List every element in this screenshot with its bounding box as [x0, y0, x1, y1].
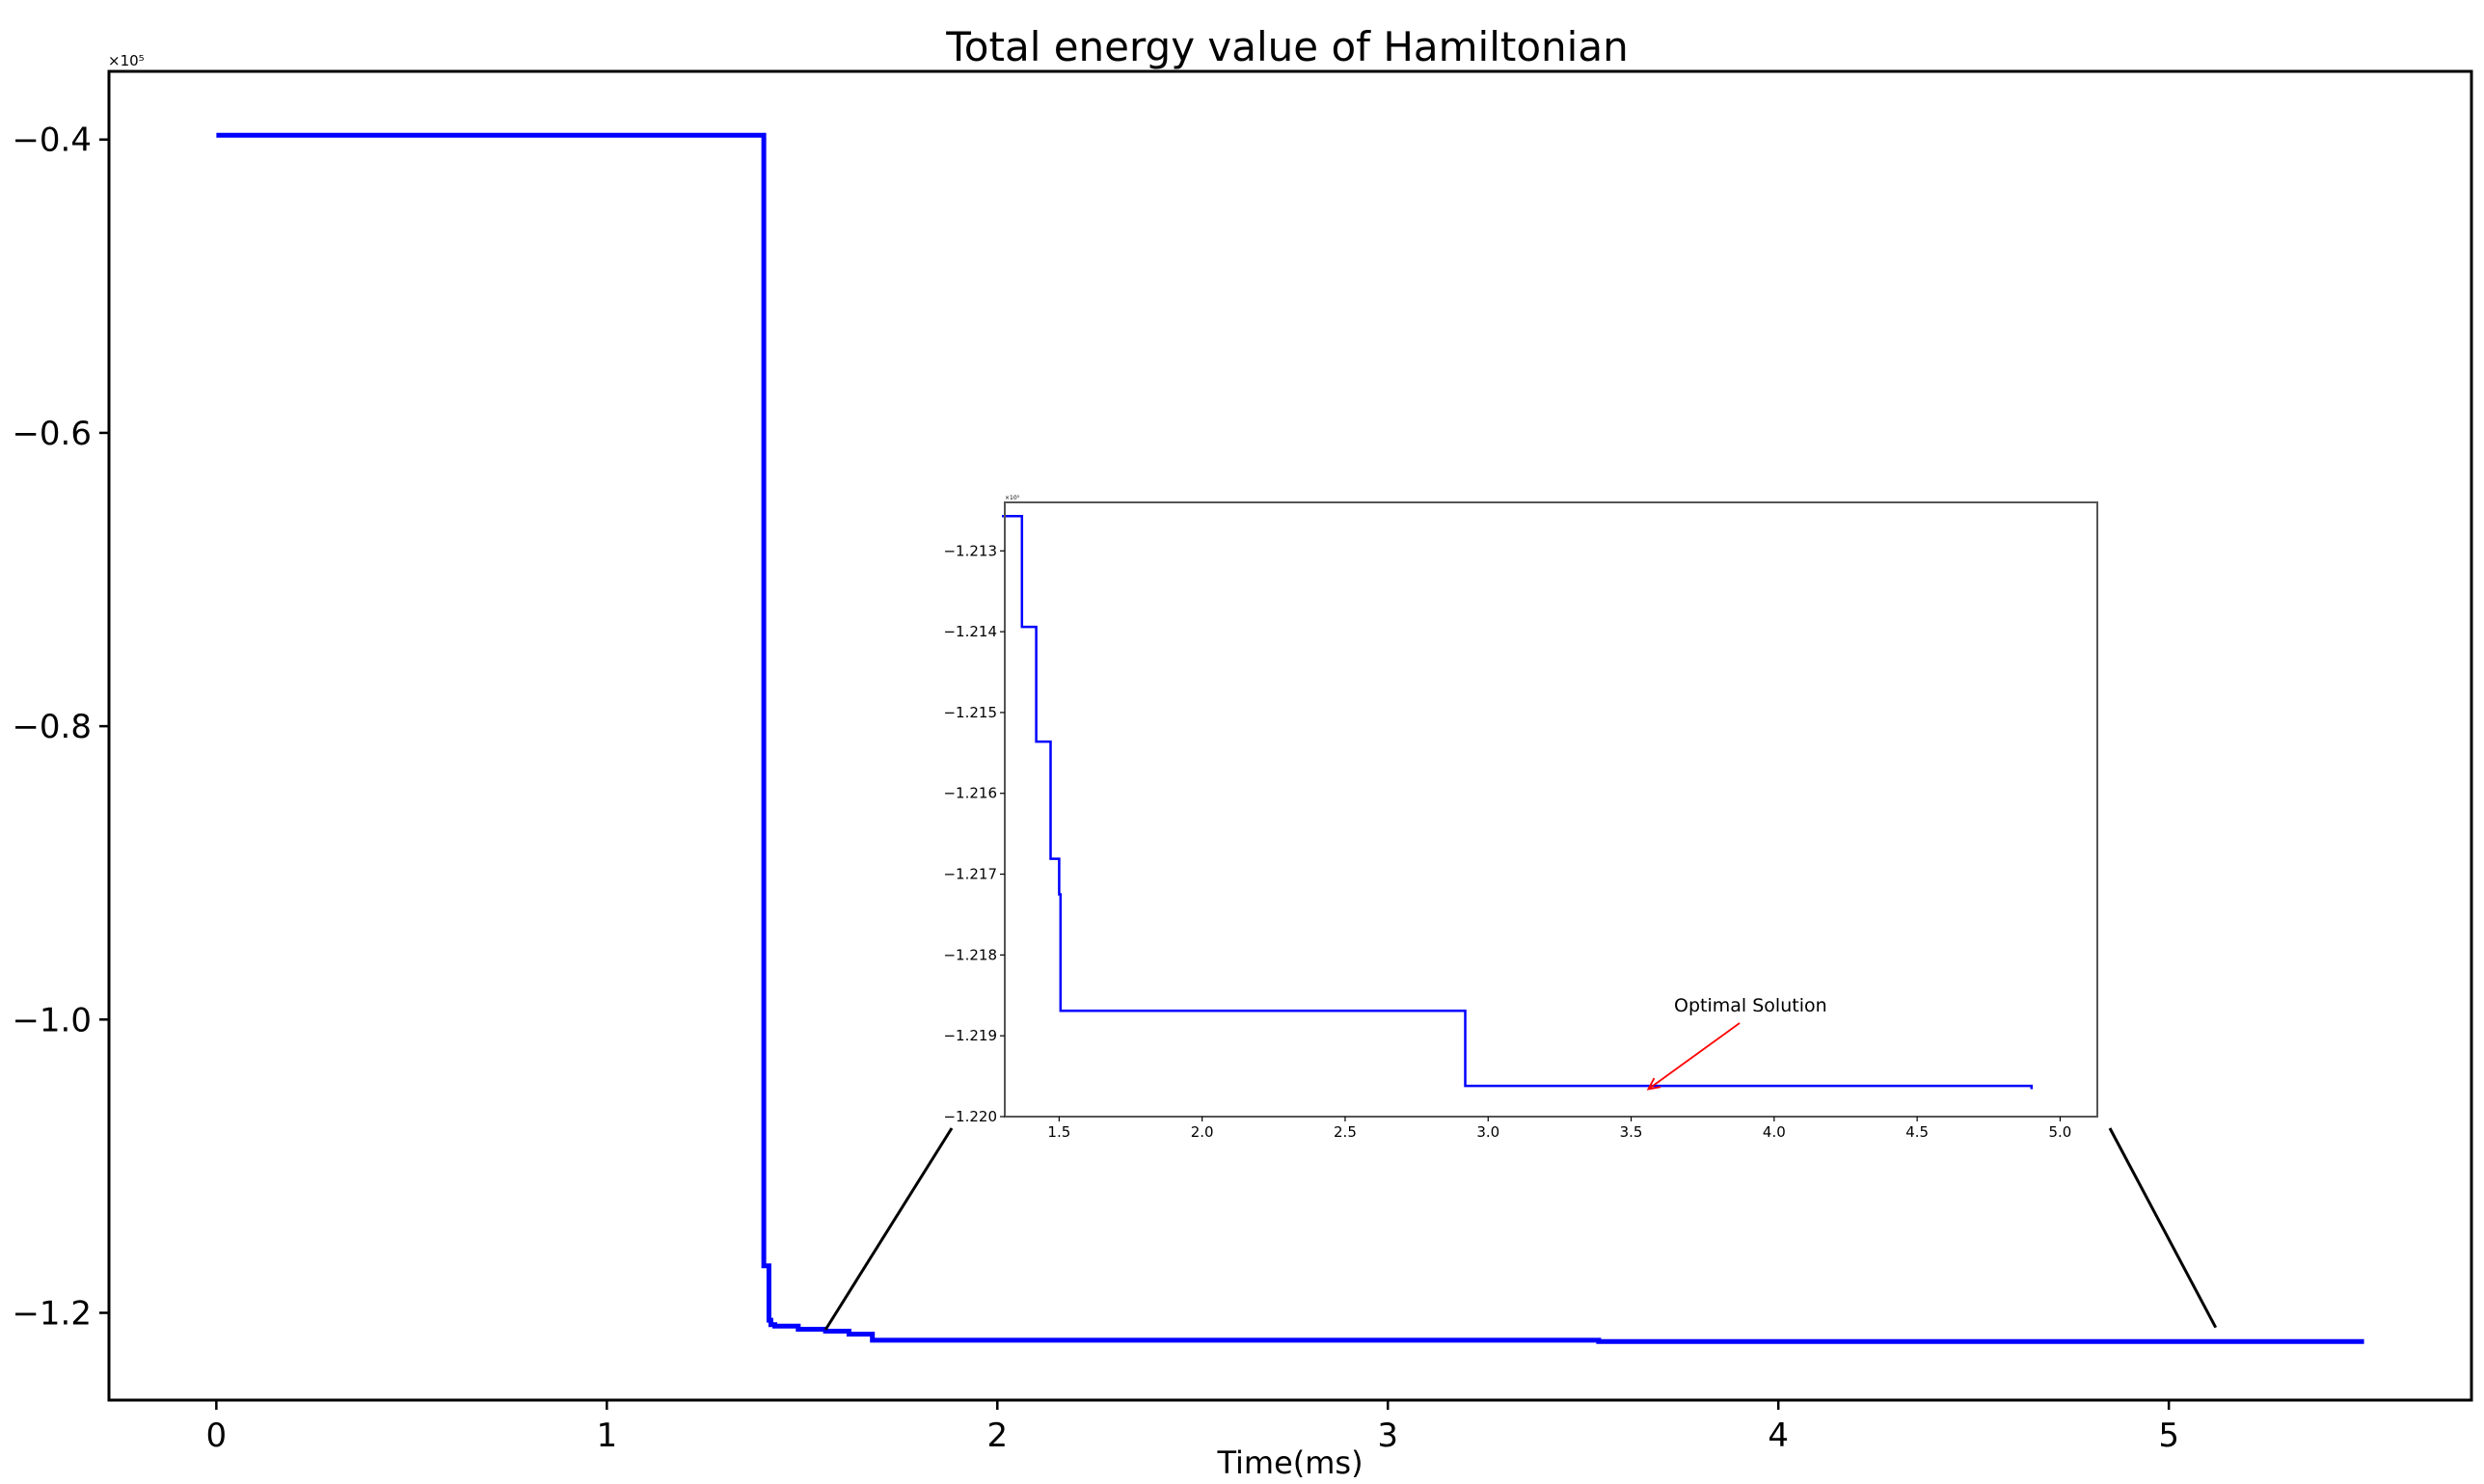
inset-y-ticks: −1.213 −1.214 −1.215 −1.216 −1.217 −1.218 −1.2… [943, 542, 1005, 1125]
main-y-ticks: −0.4 −0.6 −0.8 −1.0 −1.2 [12, 121, 109, 1334]
inset-y-tick-label: −1.220 [943, 1108, 997, 1125]
inset-x-tick-label: 3.5 [1620, 1123, 1643, 1141]
inset-y-tick-label: −1.213 [943, 542, 997, 559]
inset-y-tick-label: −1.218 [943, 946, 997, 963]
zoom-connector-line [2108, 1127, 2218, 1329]
inset-y-tick-label: −1.217 [943, 866, 997, 883]
x-tick-label: 4 [1768, 1417, 1789, 1455]
x-tick-label: 0 [206, 1417, 228, 1455]
x-tick-label: 5 [2158, 1417, 2179, 1455]
main-plot-frame [107, 69, 2473, 1402]
inset-y-axis-multiplier: ×10⁵ [1005, 495, 1020, 501]
x-axis-label: Time(ms) [1216, 1444, 1363, 1481]
inset-x-tick-label: 4.0 [1763, 1123, 1786, 1141]
y-tick-label: −0.8 [12, 708, 92, 746]
annotation-arrowhead [1646, 1077, 1661, 1091]
zoom-connector-line [824, 1127, 954, 1331]
inset-series-line-energy-zoom [1002, 514, 2034, 1090]
y-tick-label: −0.6 [12, 415, 92, 453]
inset-x-tick-label: 4.5 [1905, 1123, 1929, 1141]
inset-x-ticks: 1.5 2.0 2.5 3.0 3.5 4.0 4.5 5.0 [1047, 1117, 2071, 1141]
inset-annotation: Optimal Solution [1646, 995, 1827, 1091]
zoom-connectors [824, 1127, 2218, 1331]
inset-x-tick-label: 2.0 [1191, 1123, 1214, 1141]
inset-x-tick-label: 2.5 [1334, 1123, 1357, 1141]
y-tick-label: −1.2 [12, 1295, 92, 1334]
inset-y-tick-label: −1.215 [943, 704, 997, 721]
chart-title: Total energy value of Hamiltonian [945, 23, 1628, 70]
annotation-arrow [1647, 1022, 1741, 1091]
inset-y-tick-label: −1.219 [943, 1027, 997, 1044]
inset-y-tick-label: −1.216 [943, 785, 997, 802]
inset-x-tick-label: 5.0 [2049, 1123, 2072, 1141]
x-tick-label: 2 [986, 1417, 1008, 1455]
inset-x-tick-label: 1.5 [1047, 1123, 1070, 1141]
x-tick-label: 3 [1377, 1417, 1398, 1455]
inset-axes: Optimal Solution ×10⁵ 1.5 2.0 2.5 3.0 3.5 4.0… [943, 495, 2098, 1141]
annotation-label: Optimal Solution [1674, 995, 1827, 1016]
inset-background [1005, 502, 2097, 1117]
y-tick-label: −0.4 [12, 121, 92, 160]
inset-plot-frame [1004, 501, 2098, 1118]
inset-x-tick-label: 3.0 [1476, 1123, 1499, 1141]
y-axis-multiplier: ×10⁵ [108, 52, 145, 69]
main-series-line-energy [216, 132, 2364, 1344]
main-x-ticks: 0 1 2 3 4 5 [206, 1400, 2179, 1455]
main-series-layer [216, 132, 2364, 1344]
y-tick-label: −1.0 [12, 1001, 92, 1039]
main-axes: Total energy value of Hamiltonian ×10⁵ 0… [12, 23, 2473, 1481]
x-tick-label: 1 [597, 1417, 618, 1455]
inset-y-tick-label: −1.214 [943, 623, 997, 640]
inset-series-layer [1002, 514, 2034, 1090]
